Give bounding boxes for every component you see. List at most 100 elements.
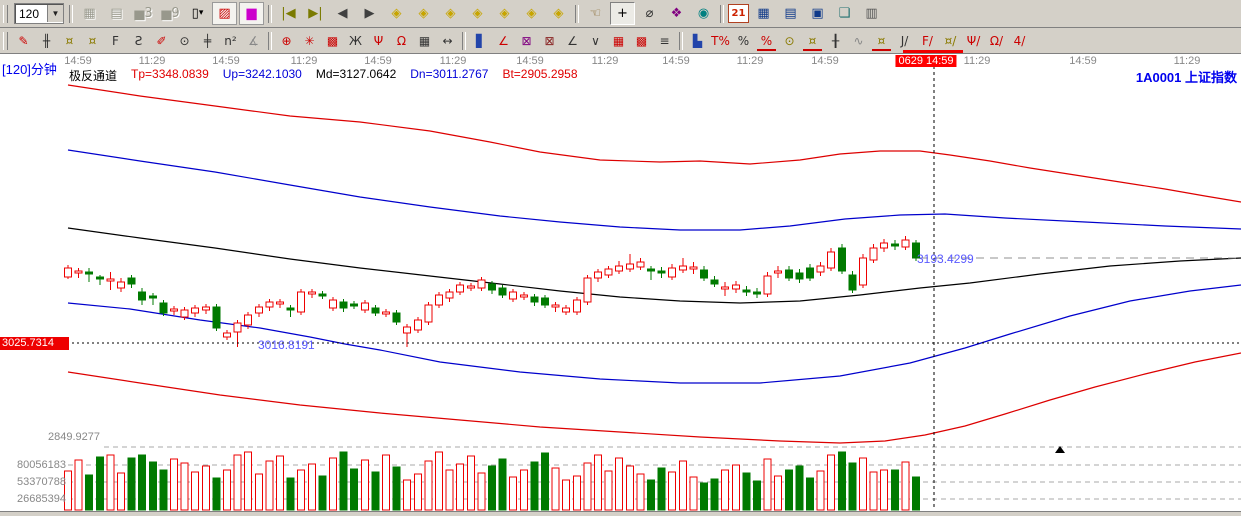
indicator-name: 极反通道: [69, 69, 118, 83]
target-icon[interactable]: ⊕: [281, 33, 292, 48]
shrink-bars-icon[interactable]: ◈: [472, 6, 483, 21]
span-icon[interactable]: ↔: [442, 33, 453, 48]
notepad-icon[interactable]: ▤: [784, 6, 797, 21]
volume-bar: [530, 461, 539, 511]
page-left-icon[interactable]: ◀: [337, 6, 348, 21]
four-diagonal-icon[interactable]: 4/: [1013, 33, 1026, 48]
toolbar-grip[interactable]: [3, 4, 8, 23]
gold-circle-icon[interactable]: ⊙: [784, 33, 795, 48]
zoom-out-icon[interactable]: ◈: [553, 6, 564, 21]
combo-dropdown-icon[interactable]: ▼: [47, 5, 63, 22]
time-axis-label: 14:59: [64, 55, 92, 67]
trendline-tool-icon[interactable]: ⌀: [645, 6, 654, 21]
candle-body: [678, 265, 687, 271]
period-select[interactable]: 120 ▼: [14, 3, 64, 24]
dropdown-arrow-icon[interactable]: ▾: [198, 8, 204, 18]
volume-bar: [276, 455, 284, 511]
print-icon[interactable]: ▥: [865, 6, 878, 21]
check-line-icon[interactable]: ∨: [591, 33, 600, 48]
shen-diagonal-icon[interactable]: Ψ/: [966, 33, 981, 48]
toolbar-grip[interactable]: [3, 31, 8, 50]
volume-bar: [583, 462, 592, 511]
star-rays-icon[interactable]: ✳: [304, 33, 315, 48]
network-icon[interactable]: ❏: [838, 6, 851, 21]
volume-bar: [212, 477, 221, 511]
ray-fan-icon[interactable]: ∠: [498, 33, 509, 48]
calendar-icon[interactable]: 21: [728, 4, 749, 23]
period-label[interactable]: [120]分钟: [2, 62, 57, 77]
volume-bar: [572, 475, 581, 511]
page-right-icon[interactable]: ▶: [364, 6, 375, 21]
angle-icon[interactable]: ∡: [248, 33, 259, 48]
box-rays2-icon[interactable]: ⊠: [544, 33, 555, 48]
volume-bar: [74, 459, 83, 511]
k-mark-icon[interactable]: Ж: [349, 33, 362, 48]
save-icon[interactable]: ▣: [811, 6, 824, 21]
pencil-rays-icon[interactable]: ∠: [567, 33, 578, 48]
gold-line-icon[interactable]: ¤: [802, 29, 823, 52]
chart-region[interactable]: 14:59 11:29 14:59 11:29 14:59 11:29 14:59 11:29…: [0, 54, 1241, 511]
calculator-icon[interactable]: ▦: [757, 6, 770, 21]
volume-profile-icon[interactable]: ▆: [239, 2, 264, 25]
volume-bar: [869, 471, 878, 511]
red-pen-grid-icon[interactable]: ✐: [156, 33, 167, 48]
volume-bar: [413, 473, 422, 511]
indicator-param: Md=3127.0642: [315, 67, 397, 81]
volume-bar: [350, 468, 359, 511]
stat-bars-icon[interactable]: ▙: [692, 33, 703, 48]
win-diagonal-icon[interactable]: Ω/: [989, 33, 1004, 48]
f-diagonal-icon[interactable]: F/: [922, 33, 933, 48]
volume-bar: [784, 469, 793, 511]
candle-style-icon[interactable]: ▯ ▾: [191, 6, 204, 21]
blue-bar-icon[interactable]: ▋: [475, 33, 486, 48]
expand-bars-icon[interactable]: ◈: [445, 6, 456, 21]
gold-grid2-icon[interactable]: ¤: [88, 33, 97, 48]
win-icon[interactable]: Ω: [396, 33, 407, 48]
gold-diagonal-icon[interactable]: ¤/: [944, 33, 957, 48]
gold-ul-icon[interactable]: ¤: [871, 29, 892, 52]
hand-tool-icon[interactable]: ☜: [589, 6, 602, 21]
first-page-icon[interactable]: |◀: [281, 6, 296, 21]
count-grid-icon[interactable]: ▦: [418, 33, 431, 48]
cycle-circle-icon[interactable]: ⊙: [179, 33, 190, 48]
percent-line-icon[interactable]: %: [756, 29, 777, 52]
j-diagonal-icon[interactable]: J/: [900, 33, 909, 48]
box-rays1-icon[interactable]: ⊠: [521, 33, 532, 48]
grid-line-icon[interactable]: ╫: [42, 33, 51, 48]
measure-icon[interactable]: ╂: [831, 33, 840, 48]
volume-bar: [117, 472, 125, 511]
shen-icon[interactable]: Ψ: [373, 33, 384, 48]
t-percent-icon[interactable]: T%: [711, 33, 730, 48]
shift-left-icon[interactable]: ◈: [391, 6, 402, 21]
dot-grid-icon[interactable]: ▩: [326, 33, 339, 48]
candle-body: [233, 322, 242, 333]
n2-icon[interactable]: n²: [224, 33, 237, 48]
wave2-icon[interactable]: ∿: [853, 33, 864, 48]
brush-icon[interactable]: ✎: [18, 33, 29, 48]
wave-tool-icon[interactable]: ◉: [697, 6, 710, 21]
last-page-icon[interactable]: ▶|: [308, 6, 323, 21]
toolbar-separator: [720, 4, 724, 23]
fibo-f-icon[interactable]: F: [112, 33, 119, 48]
candlestick-chart-canvas[interactable]: [0, 54, 1241, 511]
gold-grid1-icon[interactable]: ¤: [65, 33, 74, 48]
red-grid2-icon[interactable]: ▩: [635, 33, 648, 48]
candle-body: [138, 291, 147, 301]
red-grid1-icon[interactable]: ▦: [612, 33, 625, 48]
crosshair-tool-icon[interactable]: +: [610, 2, 635, 25]
volume-bar: [551, 467, 560, 511]
restore-view-icon[interactable]: ◈: [499, 6, 510, 21]
volume-bar: [466, 455, 475, 511]
percent-icon[interactable]: %: [737, 33, 750, 48]
zoom-in-icon[interactable]: ◈: [526, 6, 537, 21]
shift-right-icon[interactable]: ◈: [418, 6, 429, 21]
spiral-icon[interactable]: Ƨ: [134, 33, 143, 48]
parallel-icon[interactable]: ≡: [659, 33, 670, 48]
ruler-grid-icon[interactable]: ╪: [203, 33, 212, 48]
volume-bar: [912, 476, 920, 511]
gann-tool-icon[interactable]: ❖: [670, 6, 683, 21]
symbol-label[interactable]: 1A0001 上证指数: [1135, 70, 1237, 85]
candle-body: [95, 276, 104, 280]
chip-distribution-icon[interactable]: ▨: [212, 2, 237, 25]
candle-body: [329, 299, 337, 309]
